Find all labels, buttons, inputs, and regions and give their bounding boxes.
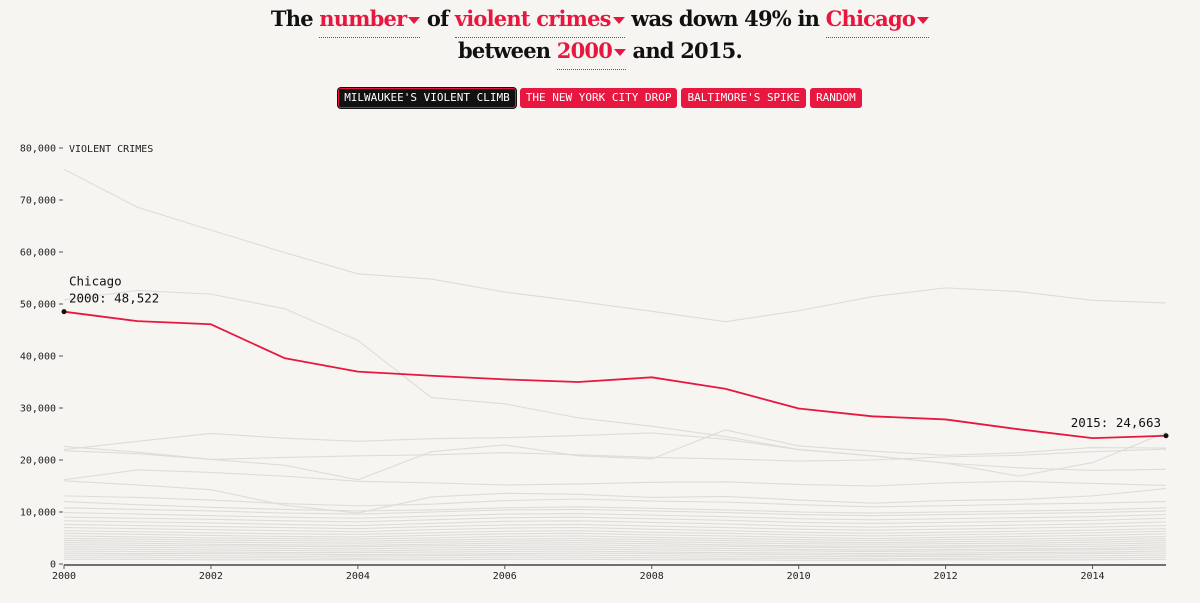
background-series-line [63,501,1167,514]
background-series-line [63,550,1167,555]
preset-buttons: MILWAUKEE'S VIOLENT CLIMB THE NEW YORK C… [0,88,1200,108]
start-year-dropdown[interactable]: 2000 [556,38,627,70]
background-series-line [63,516,1167,524]
x-tick-label: 2006 [493,571,517,582]
background-series-line [64,556,1167,560]
metric-dropdown-label: number [319,6,407,31]
background-series-line [63,552,1167,556]
background-series-line [63,511,1167,521]
caret-down-icon [408,17,421,24]
end-point-marker [1163,433,1169,439]
x-tick-label: 2002 [199,571,223,582]
y-tick-label: 50,000 [20,300,56,311]
start-value-annotation: 2000: 48,522 [69,291,159,306]
x-tick-label: 2000 [52,571,76,582]
background-series-line [63,448,1167,462]
caret-down-icon [614,49,627,56]
background-series-line [64,558,1167,561]
headline-text-between: between [458,38,551,63]
y-tick-label: 10,000 [20,508,56,519]
x-tick-label: 2010 [787,571,811,582]
highlight-series-line [63,310,1167,440]
preset-button-new-york[interactable]: THE NEW YORK CITY DROP [519,88,678,108]
background-series-line [64,554,1167,558]
background-series-line [63,507,1167,517]
city-dropdown[interactable]: Chicago [825,6,930,38]
background-series-line [63,168,1167,323]
crime-type-dropdown-label: violent crimes [454,6,612,31]
y-tick-label: 20,000 [20,456,56,467]
headline-line-2: between 2000 and 2015. [0,38,1200,70]
x-tick-label: 2014 [1080,571,1104,582]
metric-dropdown[interactable]: number [319,6,421,38]
y-tick-label: 80,000 [20,144,56,155]
background-series-line [63,495,1167,508]
x-tick-label: 2008 [640,571,664,582]
background-series-line [63,527,1167,534]
headline-text-end: and 2015. [632,38,743,63]
headline-text-of: of [426,6,449,31]
background-series-line [63,544,1167,549]
headline-line-1: The number of violent crimes was down 49… [0,6,1200,38]
y-tick-label: 40,000 [20,352,56,363]
y-tick-label: 60,000 [20,248,56,259]
background-series-line [63,535,1167,542]
x-tick-label: 2012 [934,571,958,582]
caret-down-icon [612,17,625,24]
background-series-line [63,530,1167,537]
background-series-line [63,537,1167,544]
x-tick-label: 2004 [346,571,370,582]
background-series-line [63,542,1167,547]
preset-button-baltimore[interactable]: BALTIMORE'S SPIKE [681,88,807,108]
background-series-line [63,532,1167,540]
start-year-dropdown-label: 2000 [556,38,613,63]
start-point-marker [61,309,67,315]
y-axis-label: VIOLENT CRIMES [69,144,153,155]
y-tick-label: 70,000 [20,196,56,207]
background-series-line [63,289,1167,477]
line-chart: 0 10,000 20,000 30,000 40,000 50,000 60,000 70,… [20,144,1169,582]
background-series-line [63,520,1167,528]
preset-button-random[interactable]: RANDOM [810,88,862,108]
background-series-line [63,480,1167,514]
background-series-line [63,523,1167,531]
background-series-line [63,548,1167,553]
background-series-line [63,546,1167,551]
background-series-line [63,540,1167,545]
caret-down-icon [917,17,930,24]
headline-text-the: The [270,6,314,31]
headline-text-change: was down 49% in [631,6,820,31]
city-dropdown-label: Chicago [825,6,916,31]
highlight-city-annotation: Chicago [69,274,122,289]
crime-type-dropdown[interactable]: violent crimes [454,6,625,38]
y-tick-label: 0 [50,560,56,571]
preset-button-milwaukee[interactable]: MILWAUKEE'S VIOLENT CLIMB [338,88,516,108]
background-series-line [63,432,1167,471]
background-series-line [63,429,1167,481]
end-value-annotation: 2015: 24,663 [1071,415,1161,430]
background-series-line [63,469,1167,487]
y-tick-label: 30,000 [20,404,56,415]
